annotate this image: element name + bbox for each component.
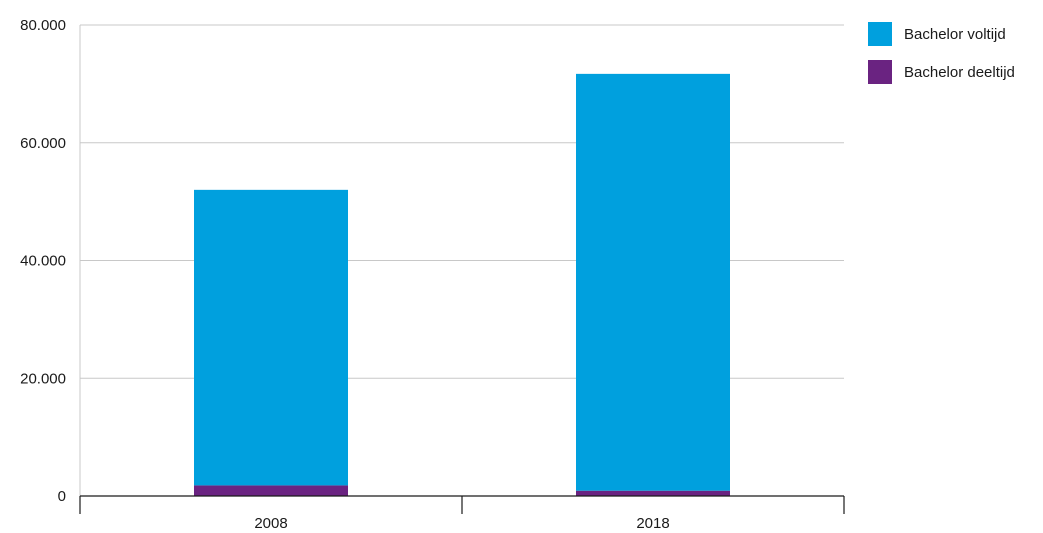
bars xyxy=(194,73,730,496)
x-tick-label: 2008 xyxy=(254,515,287,532)
legend-item-bachelor-voltijd: Bachelor voltijd xyxy=(868,22,1015,46)
legend-swatch-bachelor-deeltijd xyxy=(868,60,892,84)
y-tick-label: 20.000 xyxy=(20,370,66,387)
bar-bachelor-deeltijd-2008 xyxy=(194,485,348,496)
y-tick-label: 80.000 xyxy=(20,17,66,34)
legend-label-bachelor-voltijd: Bachelor voltijd xyxy=(904,25,1006,43)
bar-bachelor-voltijd-2008 xyxy=(194,189,348,486)
y-axis: 0 20.000 40.000 60.000 80.000 xyxy=(20,17,81,505)
y-tick-label: 60.000 xyxy=(20,135,66,152)
y-tick-label: 0 xyxy=(58,488,66,505)
x-axis: 2008 2018 xyxy=(79,495,845,532)
bar-bachelor-deeltijd-2018 xyxy=(576,490,730,496)
legend-label-bachelor-deeltijd: Bachelor deeltijd xyxy=(904,63,1015,81)
x-tick-label: 2018 xyxy=(636,515,669,532)
legend-swatch-bachelor-voltijd xyxy=(868,22,892,46)
legend: Bachelor voltijd Bachelor deeltijd xyxy=(868,22,1015,98)
legend-item-bachelor-deeltijd: Bachelor deeltijd xyxy=(868,60,1015,84)
y-tick-label: 40.000 xyxy=(20,253,66,270)
bar-bachelor-voltijd-2018 xyxy=(576,73,730,491)
